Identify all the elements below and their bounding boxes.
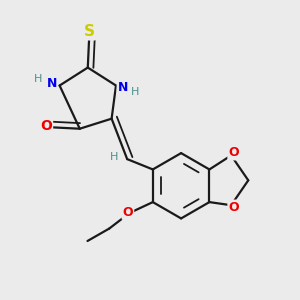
Text: O: O xyxy=(123,206,133,219)
Text: O: O xyxy=(40,118,52,133)
Text: H: H xyxy=(110,152,118,162)
Text: O: O xyxy=(228,146,239,160)
Text: N: N xyxy=(118,81,128,94)
Text: O: O xyxy=(228,201,239,214)
Text: N: N xyxy=(46,77,57,91)
Text: H: H xyxy=(34,74,43,84)
Text: H: H xyxy=(131,87,140,98)
Text: S: S xyxy=(84,24,95,39)
